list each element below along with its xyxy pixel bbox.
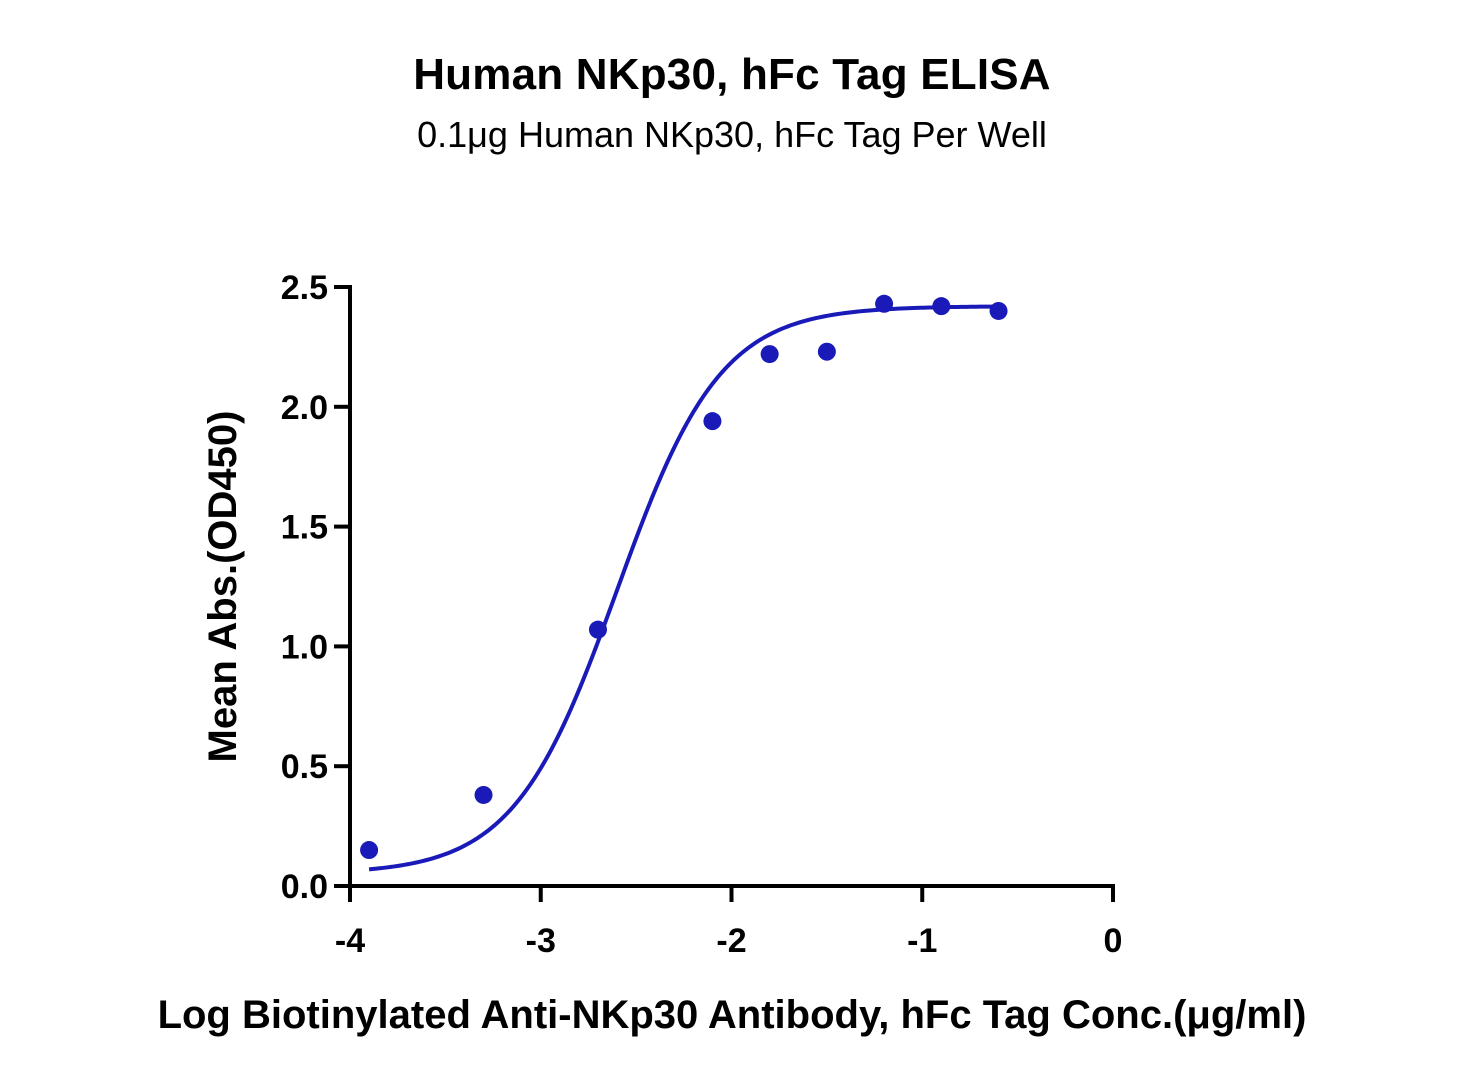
y-axis-label: Mean Abs.(OD450) [201,411,245,763]
ticks: -4 -3 -2 -1 0 0.0 0.5 1.0 1.5 2.0 2.5 [281,269,1123,960]
y-tick-label: 2.5 [281,269,328,307]
x-tick-label: -1 [907,922,937,960]
chart-title: Human NKp30, hFc Tag ELISA [413,50,1051,99]
data-point [588,620,607,639]
y-tick-label: 1.0 [281,628,328,666]
data-point [474,785,493,804]
fit-curve [368,304,999,872]
data-point [703,412,722,431]
data-points [360,294,1008,860]
data-point [932,297,951,316]
x-tick-label: 0 [1104,922,1123,960]
data-point [817,342,836,361]
data-point [360,841,379,860]
y-tick-label: 0.0 [281,868,328,906]
x-tick-label: -4 [335,922,365,960]
data-point [989,301,1008,320]
x-tick-label: -3 [526,922,556,960]
x-axis-label: Log Biotinylated Anti-NKp30 Antibody, hF… [158,993,1307,1037]
y-tick-label: 1.5 [281,509,328,547]
data-point [875,294,894,313]
data-point [760,345,779,364]
x-tick-label: -2 [716,922,746,960]
y-tick-label: 0.5 [281,748,328,786]
chart-subtitle: 0.1μg Human NKp30, hFc Tag Per Well [417,114,1047,155]
y-tick-label: 2.0 [281,389,328,427]
axes [348,285,1115,888]
